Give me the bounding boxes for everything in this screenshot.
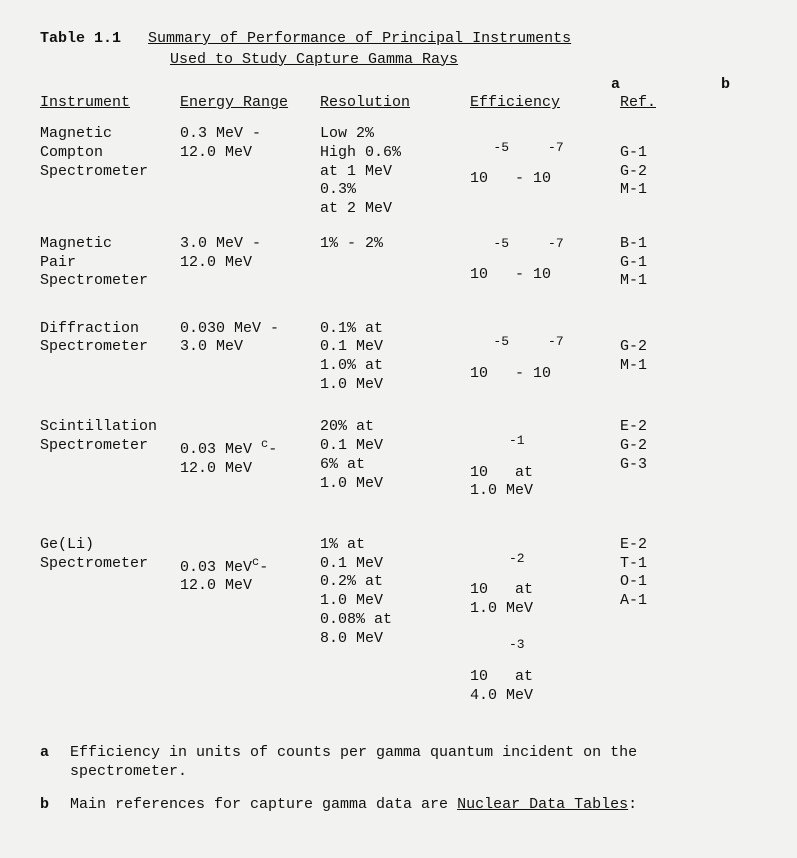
cell-resolution: 0.1% at 0.1 MeV 1.0% at 1.0 MeV [320,320,470,395]
header-resolution: Resolution [320,94,470,113]
cell-resolution: 1% at 0.1 MeV 0.2% at 1.0 MeV 0.08% at 8… [320,536,470,649]
header-energy-range: Energy Range [180,94,320,113]
footnote-b-text: Main references for capture gamma data a… [70,796,757,815]
super-a: a [470,76,650,95]
table-row: Ge(Li) Spectrometer 0.03 MeVc- 12.0 MeV … [40,536,757,724]
header-ref: Ref. [620,94,710,113]
cell-efficiency: -1 10 at 1.0 MeV [470,418,620,520]
cell-refs: G-2 M-1 [620,320,710,376]
cell-efficiency: -5 -7 10 - 10 [470,235,620,304]
cell-resolution: 20% at 0.1 MeV 6% at 1.0 MeV [320,418,470,493]
table-label: Table 1.1 [40,30,148,49]
footnote-a-label: a [40,744,70,782]
cell-energy: 0.3 MeV - 12.0 MeV [180,125,320,163]
cell-energy: 0.03 MeVc- 12.0 MeV [180,536,320,596]
table-row: Magnetic Pair Spectrometer 3.0 MeV - 12.… [40,235,757,304]
cell-energy: 3.0 MeV - 12.0 MeV [180,235,320,273]
table-row: Magnetic Compton Spectrometer 0.3 MeV - … [40,125,757,219]
header-superscript-row: a b [40,76,757,95]
footnote-a: a Efficiency in units of counts per gamm… [40,744,757,782]
table-title-line2: Used to Study Capture Gamma Rays [170,51,757,70]
header-instrument: Instrument [40,94,180,113]
cell-efficiency: -5 -7 10 - 10 [470,125,620,208]
cell-resolution: Low 2% High 0.6% at 1 MeV 0.3% at 2 MeV [320,125,470,219]
header-efficiency: Efficiency [470,94,620,113]
column-headers: Instrument Energy Range Resolution Effic… [40,94,757,113]
cell-instrument: Magnetic Compton Spectrometer [40,125,180,181]
super-b: b [650,76,730,95]
table-title-line1: Summary of Performance of Principal Inst… [148,30,571,49]
cell-refs: E-2 G-2 G-3 [620,418,710,474]
table-title-row: Table 1.1 Summary of Performance of Prin… [40,30,757,49]
cell-refs: B-1 G-1 M-1 [620,235,710,291]
table-row: Scintillation Spectrometer 0.03 MeV c- 1… [40,418,757,520]
footnote-a-text: Efficiency in units of counts per gamma … [70,744,757,782]
cell-refs: G-1 G-2 M-1 [620,125,710,200]
cell-instrument: Diffraction Spectrometer [40,320,180,358]
footnote-b-label: b [40,796,70,815]
table-row: Diffraction Spectrometer 0.030 MeV - 3.0… [40,320,757,403]
footnotes: a Efficiency in units of counts per gamm… [40,744,757,814]
cell-instrument: Ge(Li) Spectrometer [40,536,180,574]
footnote-b: b Main references for capture gamma data… [40,796,757,815]
cell-refs: E-2 T-1 O-1 A-1 [620,536,710,611]
cell-energy: 0.030 MeV - 3.0 MeV [180,320,320,358]
cell-resolution: 1% - 2% [320,235,470,254]
cell-energy: 0.03 MeV c- 12.0 MeV [180,418,320,478]
cell-efficiency: -5 -7 10 - 10 [470,320,620,403]
cell-instrument: Scintillation Spectrometer [40,418,180,456]
cell-instrument: Magnetic Pair Spectrometer [40,235,180,291]
cell-efficiency: -2 10 at 1.0 MeV -3 10 at 4.0 MeV [470,536,620,724]
